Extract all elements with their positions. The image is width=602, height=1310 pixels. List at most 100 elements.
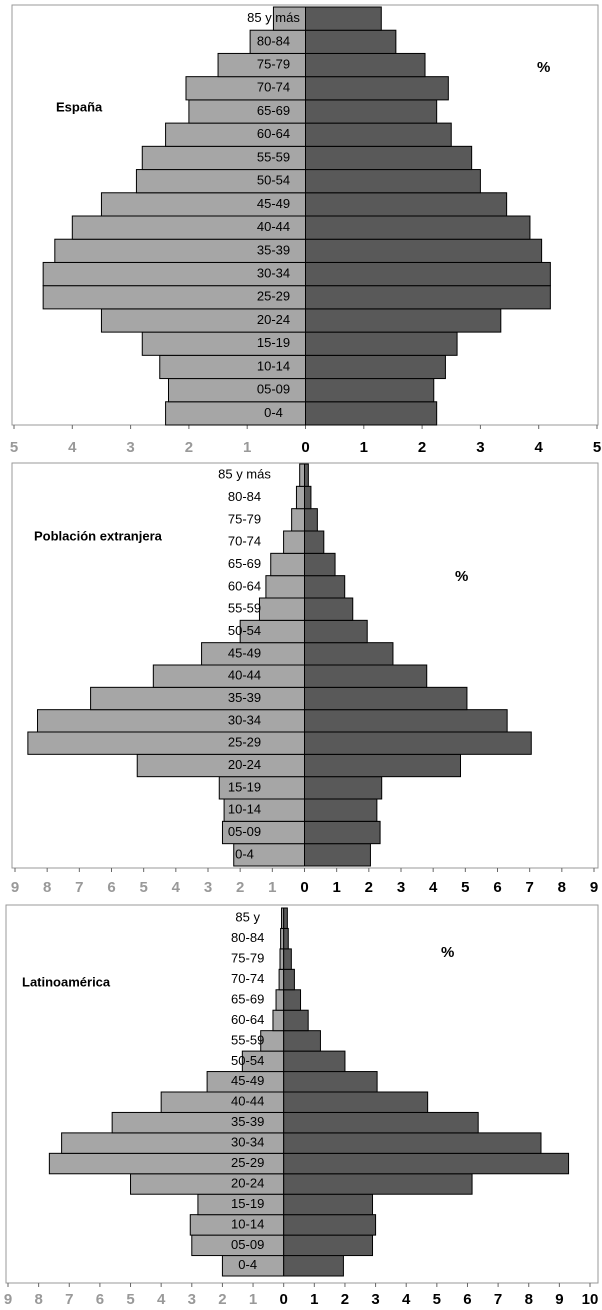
x-tick-label: 0 [280,1291,288,1308]
x-tick-label: 3 [371,1291,379,1308]
bar [305,169,481,194]
x-tick-label: 5 [139,879,147,896]
bar [304,753,462,778]
x-tick-label: 1 [243,439,251,456]
bar [283,1111,479,1134]
bar [37,709,306,733]
x-tick-label: 5 [10,439,18,456]
category-label: 15-19 [257,335,290,350]
bar [305,76,449,101]
category-label: 65-69 [228,556,261,571]
annotation: % [537,59,550,76]
x-tick-label: 8 [43,879,51,896]
category-label: 40-44 [228,668,261,683]
bar [278,968,285,991]
bar [283,1132,542,1154]
category-label: 40-44 [231,1094,264,1109]
x-tick-label: 9 [590,879,598,896]
bar [304,530,325,554]
bar [304,798,378,822]
category-label: 10-14 [257,358,290,373]
bar [305,122,452,147]
bar [283,968,295,991]
bar [275,989,285,1011]
bar [304,642,394,666]
x-tick-label: 8 [34,1291,42,1308]
bar [305,401,438,426]
category-label: 35-39 [228,690,261,705]
bar [304,508,318,532]
category-label: 45-49 [257,196,290,211]
x-tick-label: 5 [433,1291,441,1308]
bar [283,1152,570,1175]
category-label: 50-54 [231,1053,264,1068]
category-label: 60-64 [231,1012,264,1027]
category-label: 20-24 [257,312,290,327]
x-tick-label: 1 [249,1291,257,1308]
x-tick-label: 4 [429,879,438,896]
x-tick-label: 3 [126,439,134,456]
x-tick-label: 0 [300,879,308,896]
x-tick-label: 3 [397,879,405,896]
category-label: 35-39 [257,242,290,257]
chart-title: Latinoamérica [22,974,111,989]
category-label: 30-34 [228,712,261,727]
category-label: 25-29 [228,735,261,750]
bar [305,308,502,333]
x-tick-label: 5 [126,1291,134,1308]
category-label: 45-49 [231,1073,264,1088]
x-tick-label: 8 [558,879,566,896]
x-tick-label: 6 [96,1291,104,1308]
bar [160,1091,285,1113]
bar [265,575,305,599]
chart-title: Población extranjera [34,528,163,543]
x-tick-label: 4 [535,439,544,456]
bar [270,552,306,577]
bar [304,597,354,621]
x-tick-label: 3 [476,439,484,456]
bar [283,1050,346,1073]
x-tick-label: 1 [332,879,340,896]
category-label: 85 y más [247,10,300,25]
bar [305,285,551,310]
x-tick-label: 1 [268,879,276,896]
bar [283,1091,429,1113]
bar [305,6,382,31]
x-tick-label: 10 [582,1291,599,1308]
bar [136,753,305,778]
category-label: 20-24 [231,1175,264,1190]
x-tick-label: 4 [402,1291,411,1308]
category-label: 65-69 [257,103,290,118]
x-tick-label: 2 [236,879,244,896]
bar [283,1193,374,1216]
category-label: 85 y más [218,467,271,482]
category-label: 70-74 [257,80,290,95]
category-label: 60-64 [228,578,261,593]
category-label: 55-59 [228,601,261,616]
category-label: 40-44 [257,219,290,234]
annotation: % [441,944,454,961]
bar [304,686,468,711]
category-label: 25-29 [257,289,290,304]
x-tick-label: 2 [185,439,193,456]
category-label: 75-79 [231,951,264,966]
category-label: 55-59 [257,149,290,164]
x-tick-label: 5 [461,879,469,896]
x-tick-label: 0 [301,439,309,456]
category-label: 30-34 [257,265,290,280]
bar [305,99,438,124]
bar [283,927,289,950]
bar [283,1234,374,1257]
bar [283,907,288,929]
bar [305,261,551,287]
bar [165,401,306,426]
bar [304,664,428,688]
bar [272,1009,285,1032]
bar [305,192,508,217]
x-tick-label: 9 [11,879,19,896]
bar [304,552,336,577]
bar [279,948,285,970]
category-label: 35-39 [231,1114,264,1129]
category-label: 0-4 [235,846,254,861]
